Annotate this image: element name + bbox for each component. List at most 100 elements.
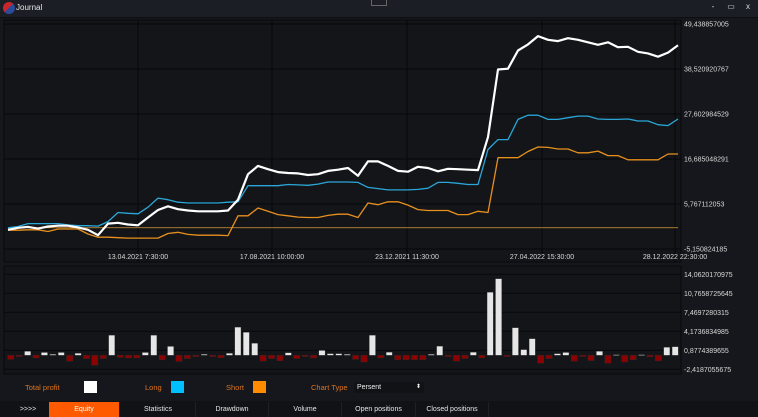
- profit-bar: [470, 352, 477, 356]
- main-x-tick-label: 13.04.2021 7:30:00: [108, 254, 168, 261]
- chart-type-label: Chart Type: [311, 383, 348, 392]
- bar-y-tick-label: 7,4697280315: [684, 310, 729, 317]
- bar-y-tick-label: 4,1736834985: [684, 329, 729, 336]
- profit-bar: [520, 349, 528, 356]
- tab-drawdown[interactable]: Drawdown: [196, 402, 269, 417]
- close-button[interactable]: x: [746, 2, 750, 11]
- profit-bar: [461, 355, 469, 359]
- profit-bar: [41, 352, 48, 356]
- short-color-swatch[interactable]: [253, 381, 266, 393]
- profit-bar: [200, 354, 208, 356]
- profit-bar: [495, 278, 502, 356]
- profit-bar: [554, 353, 561, 356]
- bar-y-tick-label: 0,8774389655: [684, 348, 729, 355]
- profit-bar: [360, 355, 368, 363]
- maximize-button[interactable]: ▭: [727, 2, 735, 11]
- profit-bar: [58, 352, 65, 356]
- main-y-tick-label: 16,685048291: [684, 157, 729, 164]
- profit-bar: [343, 354, 351, 356]
- profit-bar: [436, 345, 443, 356]
- profit-bar: [613, 354, 620, 356]
- profit-bar: [74, 353, 82, 356]
- series-line-long: [7, 114, 679, 229]
- tab-equity[interactable]: Equity: [49, 402, 120, 417]
- profit-bar: [108, 335, 115, 356]
- chart-type-value: Persent: [357, 384, 382, 391]
- profit-bar: [133, 355, 141, 359]
- drag-handle[interactable]: [371, 0, 387, 6]
- profit-bar: [15, 355, 23, 357]
- main-y-tick-label: 5,767112053: [684, 202, 724, 209]
- profit-bar: [537, 355, 544, 364]
- profit-bar: [444, 355, 452, 357]
- profit-bar: [175, 355, 183, 362]
- bar-y-tick-label: -2,4187055675: [684, 367, 731, 374]
- profit-bar: [310, 355, 317, 359]
- profit-bar: [377, 355, 385, 359]
- profit-bar: [318, 350, 326, 356]
- profit-bar: [646, 355, 654, 357]
- profit-bar: [478, 355, 486, 359]
- tab-open-positions[interactable]: Open positions: [342, 402, 416, 417]
- minimize-button[interactable]: -: [711, 2, 715, 11]
- profit-bar: [150, 335, 158, 356]
- profit-bar: [596, 351, 603, 356]
- profit-bar: [587, 355, 595, 361]
- legend-total-profit-label: Total profit: [25, 383, 60, 392]
- profit-bar: [268, 355, 275, 359]
- profit-bar: [158, 355, 166, 360]
- profit-bar: [49, 354, 57, 356]
- profit-bar: [217, 355, 225, 358]
- bar-plot-area: [3, 265, 682, 375]
- profit-bar: [503, 355, 511, 357]
- profit-bar: [184, 355, 191, 359]
- main-x-tick-label: 23.12.2021 11:30:00: [375, 254, 439, 261]
- tab-bar: >>>> Equity Statistics Drawdown Volume O…: [0, 401, 758, 417]
- profit-bar: [293, 355, 300, 359]
- profit-bar: [66, 355, 73, 362]
- bar-y-tick-label: 14,0620170975: [684, 272, 733, 279]
- long-color-swatch[interactable]: [171, 381, 184, 393]
- app-logo-icon: [3, 2, 15, 14]
- profit-bar: [663, 347, 671, 356]
- profit-bar: [243, 332, 250, 356]
- profit-bar: [91, 355, 99, 366]
- main-x-tick-label: 17.08.2021 10:00:00: [240, 254, 304, 261]
- tab-expand[interactable]: >>>>: [10, 402, 46, 417]
- equity-charts: 49,438857005 38,520920767 27,602984529 16,6…: [3, 19, 733, 375]
- bar-y-tick-label: 10,7658725645: [684, 291, 733, 298]
- main-x-tick-label: 28.12.2022 22:30:00: [643, 254, 707, 261]
- profit-bar: [528, 338, 536, 356]
- profit-bar: [209, 355, 216, 357]
- profit-bar: [24, 351, 31, 356]
- profit-bar: [125, 355, 132, 359]
- profit-bar: [411, 355, 418, 360]
- tab-volume[interactable]: Volume: [269, 402, 342, 417]
- profit-bar: [571, 355, 578, 362]
- profit-bar: [453, 355, 460, 362]
- profit-bar: [83, 355, 90, 359]
- profit-bar: [276, 355, 284, 361]
- tab-closed-positions[interactable]: Closed positions: [416, 402, 489, 417]
- profit-bar: [251, 343, 258, 356]
- chart-type-select[interactable]: Persent ⬍: [354, 382, 424, 393]
- profit-bar: [562, 352, 570, 356]
- tab-statistics[interactable]: Statistics: [121, 402, 196, 417]
- profit-bar: [285, 352, 292, 356]
- series-line-total-profit: [7, 34, 679, 237]
- profit-bar: [100, 355, 107, 359]
- main-plot-area: [3, 19, 682, 263]
- series-line-short: [8, 146, 678, 239]
- profit-bar: [629, 355, 637, 360]
- profit-bar: [419, 355, 427, 360]
- profit-bar: [327, 353, 334, 356]
- main-x-tick-label: 27.04.2022 15:30:00: [510, 254, 574, 261]
- profit-bar: [545, 355, 553, 359]
- total-profit-color-swatch[interactable]: [84, 381, 97, 393]
- profit-bar: [604, 355, 612, 364]
- profit-bar: [655, 355, 662, 361]
- main-y-tick-label: 38,520920767: [684, 67, 729, 74]
- profit-bar: [234, 326, 242, 356]
- title-bar: Journal - ▭ x: [0, 0, 758, 18]
- profit-bar: [142, 352, 149, 356]
